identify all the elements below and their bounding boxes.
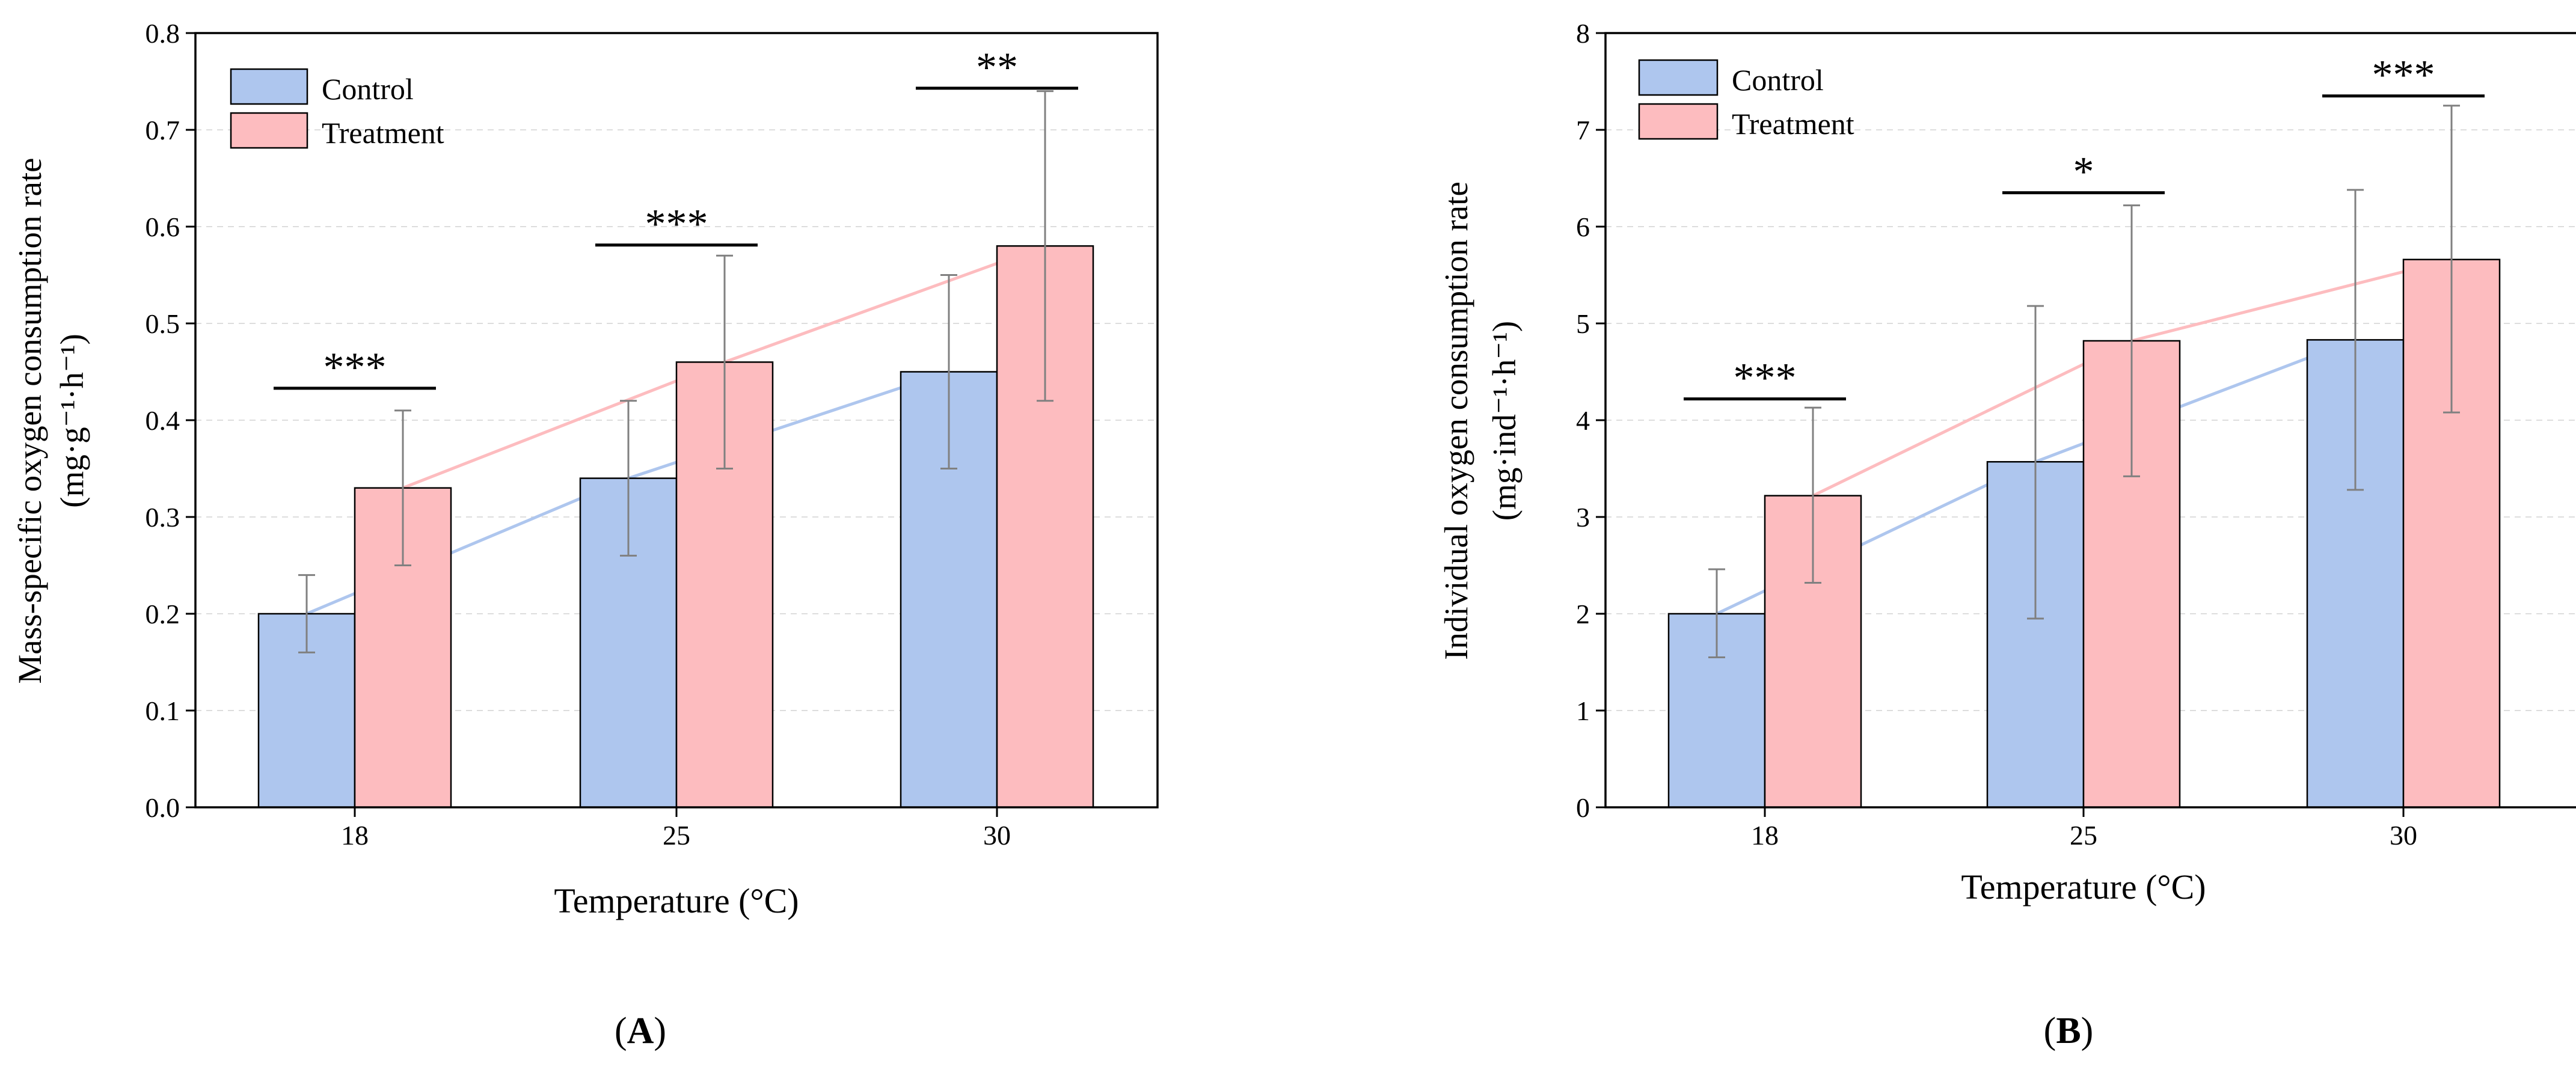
legend-swatch-treatment [230, 112, 308, 149]
panel-a-y-axis-unit: (mg·g⁻¹·h⁻¹) [54, 334, 90, 508]
y-tick-label: 0.2 [146, 599, 180, 629]
x-tick-label: 30 [2390, 820, 2417, 851]
y-tick-label: 0.0 [146, 792, 180, 823]
panel-a-letter: A [627, 1010, 654, 1051]
significance-label: ** [976, 44, 1018, 91]
panel-a-legend: Control Treatment [230, 68, 444, 150]
y-tick-label: 0.7 [146, 115, 180, 145]
panel-b-bars [1667, 258, 2501, 809]
y-tick-label: 0.4 [146, 405, 180, 436]
y-tick-label: 0.6 [146, 212, 180, 242]
y-tick-label: 2 [1576, 599, 1590, 629]
panel-b-significance: ******* [1684, 52, 2485, 402]
y-tick-label: 3 [1576, 502, 1590, 533]
panel-a-x-axis-label: Temperature (°C) [554, 881, 799, 920]
legend-swatch-control [1638, 59, 1719, 96]
panel-b-error-bars [1708, 105, 2460, 658]
x-tick-label: 25 [663, 820, 690, 851]
x-tick-label: 25 [2070, 820, 2097, 851]
x-tick-label: 30 [983, 820, 1011, 851]
panel-b-x-axis-ticks: 18 25 30 [1751, 807, 2417, 851]
y-tick-label: 6 [1576, 212, 1590, 242]
significance-label: *** [1734, 355, 1797, 402]
legend-label-control: Control [322, 72, 414, 106]
legend-swatch-treatment [1638, 103, 1719, 140]
y-tick-label: 0.1 [146, 696, 180, 726]
panel-b-y-axis-label: Individual oxygen consumption rate [1438, 182, 1474, 660]
panel-b-x-axis-label: Temperature (°C) [1961, 867, 2206, 906]
x-tick-label: 18 [1751, 820, 1779, 851]
panel-a-bars [257, 245, 1094, 809]
panel-a: 0.00.10.20.30.40.50.60.70.8 18 25 30 *****… [11, 18, 1159, 1051]
y-tick-label: 0 [1576, 792, 1590, 823]
significance-label: *** [2372, 52, 2435, 99]
panel-b-legend: Control Treatment [1638, 59, 1854, 141]
panel-b-letter: B [2056, 1010, 2081, 1051]
legend-label-treatment: Treatment [1732, 107, 1854, 141]
legend-label-control: Control [1732, 63, 1824, 97]
panel-a-y-axis-label: Mass-specific oxygen consumption rate [11, 157, 48, 683]
legend-label-treatment: Treatment [322, 116, 444, 150]
panel-b-y-axis-ticks: 0 1 2 3 4 5 6 7 8 [1576, 18, 1605, 823]
panel-b-caption: (B) [2044, 1010, 2094, 1051]
y-tick-label: 0.8 [146, 18, 180, 49]
y-tick-label: 1 [1576, 696, 1590, 726]
y-tick-label: 0.5 [146, 308, 180, 339]
y-tick-label: 8 [1576, 18, 1590, 49]
significance-label: *** [645, 201, 708, 248]
y-tick-label: 0.3 [146, 502, 180, 533]
panel-b-y-axis-unit: (mg·ind⁻¹·h⁻¹) [1486, 321, 1523, 521]
panel-a-caption: (A) [615, 1010, 666, 1051]
y-tick-label: 7 [1576, 115, 1590, 145]
panel-a-error-bars [298, 90, 1053, 653]
y-tick-label: 4 [1576, 405, 1590, 436]
panel-a-y-axis-ticks: 0.0 0.1 0.2 0.3 0.4 0.5 0.6 0.7 0.8 [146, 18, 195, 823]
y-tick-label: 5 [1576, 308, 1590, 339]
legend-swatch-control [230, 68, 308, 105]
significance-label: * [2073, 149, 2094, 195]
panel-a-significance: ******** [274, 44, 1078, 391]
significance-label: *** [324, 344, 387, 391]
panel-a-x-axis-ticks: 18 25 30 [341, 807, 1011, 851]
x-tick-label: 18 [341, 820, 369, 851]
